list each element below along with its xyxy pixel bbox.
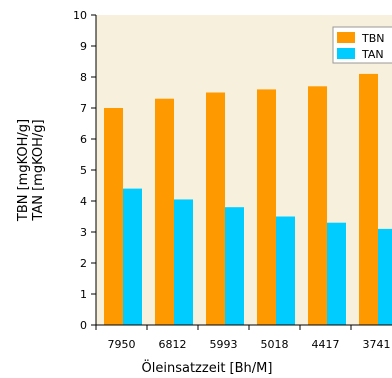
bar-tbn-5993 — [206, 92, 225, 325]
bar-tan-7950 — [123, 188, 142, 325]
bars — [104, 73, 392, 326]
y-axis-title-line-2: TAN [mgKOH/g] — [31, 119, 46, 221]
x-tick-label-6812: 6812 — [159, 338, 187, 351]
y-tick-label-6: 6 — [80, 133, 87, 146]
y-axis-title: TBN [mgKOH/g] TAN [mgKOH/g] — [16, 119, 46, 222]
bar-tbn-5018 — [257, 89, 276, 326]
x-tick-label-4417: 4417 — [312, 338, 340, 351]
y-axis-title-line-1: TBN [mgKOH/g] — [16, 119, 31, 222]
y-tick-label-1: 1 — [80, 288, 87, 301]
bar-tbn-4417 — [308, 86, 327, 325]
legend-swatch-tbn — [337, 32, 355, 43]
legend-label-tbn: TBN — [361, 32, 385, 45]
y-tick-label-4: 4 — [80, 195, 87, 208]
x-tick-label-5993: 5993 — [210, 338, 238, 351]
y-tick-label-2: 2 — [80, 257, 87, 270]
x-tick-label-5018: 5018 — [261, 338, 289, 351]
x-tick-label-3741: 3741 — [363, 338, 391, 351]
legend-label-tan: TAN — [361, 48, 384, 61]
y-tick-label-0: 0 — [80, 319, 87, 332]
bar-tan-5018 — [276, 216, 295, 325]
legend: TBN TAN — [332, 26, 392, 64]
x-axis-title: Öleinsatzzeit [Bh/M] — [142, 359, 273, 376]
y-tick-label-3: 3 — [80, 226, 87, 239]
legend-swatch-tan — [337, 48, 355, 59]
bar-tbn-6812 — [155, 98, 174, 325]
y-tick-label-5: 5 — [80, 164, 87, 177]
y-tick-label-10: 10 — [73, 9, 87, 22]
bar-tan-4417 — [327, 222, 346, 325]
bar-tan-5993 — [225, 207, 244, 325]
bar-tbn-7950 — [104, 108, 123, 325]
y-axis: 0 1 2 3 4 5 6 7 8 9 10 — [73, 9, 97, 332]
bar-tbn-3741 — [359, 73, 378, 326]
bar-tan-6812 — [174, 199, 193, 325]
bar-tan-3741 — [378, 228, 392, 325]
x-axis: 7950 6812 5993 5018 4417 3741 — [95, 324, 392, 351]
y-tick-label-7: 7 — [80, 102, 87, 115]
y-tick-label-9: 9 — [80, 40, 87, 53]
y-tick-label-8: 8 — [80, 71, 87, 84]
x-tick-label-7950: 7950 — [108, 338, 136, 351]
